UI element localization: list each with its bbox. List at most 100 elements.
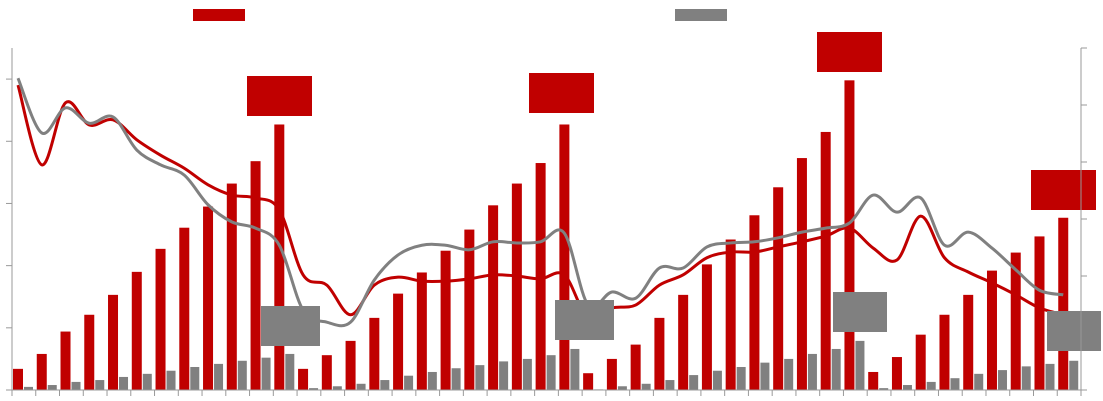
bar [71, 381, 81, 390]
bar [250, 161, 261, 390]
line [16, 77, 1064, 328]
bar [1010, 252, 1021, 390]
bar [535, 163, 546, 390]
bar [464, 229, 475, 390]
bar [155, 248, 166, 390]
bar [522, 358, 532, 390]
bar [606, 358, 617, 390]
bar [630, 344, 641, 390]
bar [285, 353, 295, 390]
bar [1058, 217, 1069, 390]
bar [868, 371, 879, 390]
bar [356, 383, 366, 390]
bar [820, 131, 831, 391]
bar [997, 370, 1007, 390]
bar [214, 363, 224, 390]
bar [855, 340, 865, 390]
bar [36, 353, 47, 390]
bar [701, 264, 712, 390]
bar [47, 385, 57, 390]
callout [529, 73, 594, 113]
bar [237, 360, 247, 390]
bar [986, 270, 997, 390]
bar [380, 380, 390, 390]
bar [274, 124, 285, 390]
bar [844, 80, 855, 391]
bar [321, 355, 332, 390]
bar [190, 366, 200, 390]
bar [902, 385, 912, 390]
legend-swatch [675, 9, 727, 21]
bar [773, 187, 784, 390]
bar [736, 366, 746, 390]
bar [1021, 366, 1031, 390]
bar [142, 373, 152, 390]
bar [416, 272, 427, 390]
bar [24, 386, 33, 390]
bar [678, 294, 689, 390]
bar [760, 362, 770, 390]
callout [1047, 311, 1101, 351]
plot [6, 9, 1087, 396]
callouts [247, 32, 1101, 351]
bar [203, 206, 214, 390]
bar [807, 353, 817, 390]
bar [749, 215, 760, 390]
callout [261, 306, 320, 346]
bar [1034, 236, 1045, 390]
bar [226, 183, 237, 390]
bar [570, 348, 580, 390]
bar [369, 317, 380, 390]
bar [84, 314, 95, 390]
bar [654, 317, 665, 390]
bar [511, 183, 522, 390]
bar [166, 370, 176, 390]
bar [427, 371, 437, 390]
bar [617, 386, 627, 390]
bar [131, 271, 142, 390]
bar [179, 227, 190, 390]
bar [559, 124, 570, 390]
bar [440, 250, 451, 390]
bar [475, 365, 485, 390]
bar [332, 386, 342, 390]
bar [298, 368, 309, 390]
bar [939, 314, 950, 390]
bar [393, 293, 404, 390]
bar [499, 361, 509, 390]
bar [261, 357, 271, 390]
legend-swatch [193, 9, 245, 21]
bar [95, 380, 105, 390]
callout [555, 300, 614, 340]
bar [950, 378, 960, 390]
callout [247, 76, 312, 116]
bar [796, 158, 807, 390]
bar [689, 375, 699, 390]
bar [725, 239, 736, 390]
bar [784, 358, 794, 390]
bar [974, 373, 984, 390]
bar [546, 355, 556, 390]
callout [817, 32, 882, 72]
bar [665, 380, 675, 390]
callout [833, 292, 887, 332]
bar [119, 376, 129, 390]
line [16, 84, 1064, 321]
bar [488, 205, 499, 390]
bar [345, 340, 356, 390]
bar [926, 381, 936, 390]
bar [13, 368, 23, 390]
bar [309, 388, 319, 390]
bar [60, 331, 71, 390]
bar [831, 348, 841, 390]
bar [404, 375, 414, 390]
bar [879, 388, 889, 390]
bar [583, 373, 594, 390]
bar [1045, 363, 1055, 390]
bar [891, 357, 902, 390]
bar [108, 294, 119, 390]
callout [1031, 170, 1096, 210]
bar [963, 294, 974, 390]
bar [451, 368, 461, 390]
